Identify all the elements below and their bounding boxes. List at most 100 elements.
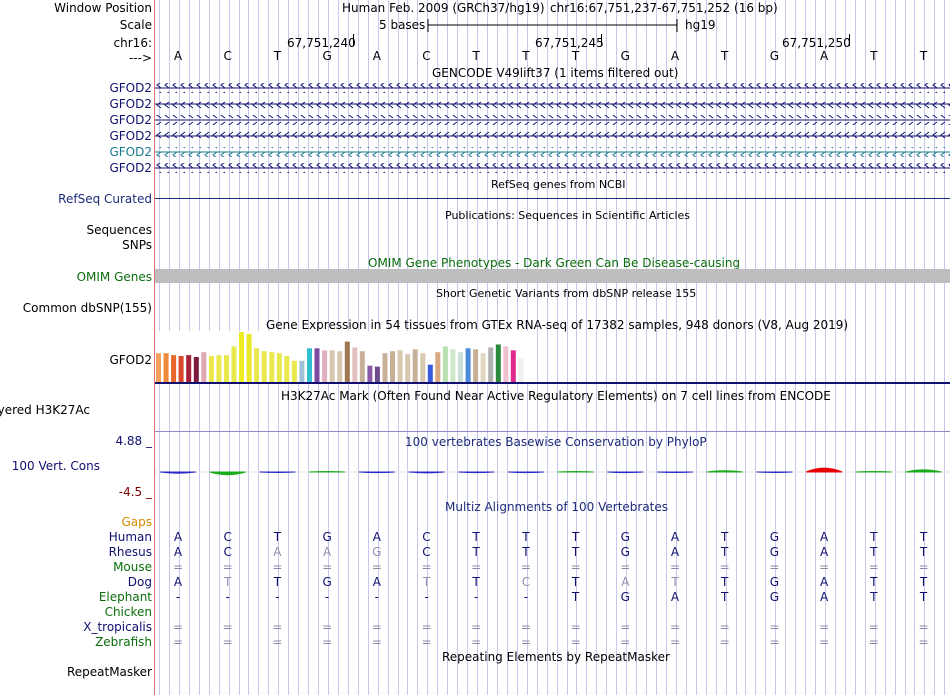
phylop-bar[interactable] (309, 471, 346, 473)
gtex-tissue-bar[interactable] (208, 356, 214, 382)
snps-track-label[interactable]: SNPs (122, 238, 152, 252)
gtex-tissue-bar[interactable] (163, 353, 169, 382)
phylop-bar[interactable] (408, 471, 445, 474)
gtex-tissue-bar[interactable] (435, 352, 441, 382)
gtex-tissue-bar[interactable] (495, 344, 501, 383)
gtex-tissue-bar[interactable] (412, 349, 418, 382)
gtex-tissue-bar[interactable] (239, 332, 244, 382)
gtex-tissue-bar[interactable] (473, 349, 479, 382)
gtex-tissue-bar[interactable] (171, 355, 177, 382)
gtex-tissue-bar[interactable] (405, 354, 411, 382)
phylop-bar[interactable] (458, 471, 495, 474)
gtex-tissue-bar[interactable] (269, 352, 275, 382)
omim-track-title[interactable]: OMIM Gene Phenotypes - Dark Green Can Be… (368, 256, 741, 270)
transcript-line[interactable] (155, 83, 950, 93)
gencode-item-label[interactable]: GFOD2 (109, 129, 152, 143)
gtex-tissue-bar[interactable] (193, 357, 199, 382)
repeatmasker-track-label[interactable]: RepeatMasker (66, 665, 152, 679)
phylop-bar[interactable] (706, 470, 743, 473)
phylop-bar[interactable] (905, 469, 942, 473)
gtex-tissue-bar[interactable] (427, 364, 433, 382)
gencode-item-label[interactable]: GFOD2 (109, 81, 152, 95)
gtex-tissue-bar[interactable] (246, 333, 252, 382)
omim-track-label[interactable]: OMIM Genes (76, 270, 152, 284)
gtex-tissue-bar[interactable] (442, 346, 448, 382)
h3k27ac-track-label[interactable]: Layered H3K27Ac (0, 403, 90, 417)
gencode-item-label[interactable]: GFOD2 (109, 97, 152, 111)
gtex-tissue-bar[interactable] (314, 348, 320, 382)
phylop-bar[interactable] (855, 471, 892, 473)
gtex-tissue-bar[interactable] (359, 351, 365, 382)
gtex-tissue-bar[interactable] (344, 341, 350, 382)
gencode-item-label[interactable]: GFOD2 (109, 145, 152, 159)
gtex-tissue-bar[interactable] (156, 353, 161, 382)
gtex-tissue-bar[interactable] (374, 366, 380, 382)
phylop-bar[interactable] (507, 471, 544, 474)
refseq-track-label[interactable]: RefSeq Curated (58, 192, 152, 206)
transcript-line[interactable] (155, 163, 950, 173)
dbsnp-track-title[interactable]: Short Genetic Variants from dbSNP releas… (436, 287, 697, 300)
gtex-tissue-bar[interactable] (352, 347, 358, 382)
gtex-tissue-bar[interactable] (201, 352, 207, 382)
gtex-tissue-bar[interactable] (510, 350, 516, 382)
phylop-chart[interactable] (155, 445, 950, 505)
gtex-tissue-bar[interactable] (284, 356, 290, 382)
gtex-tissue-bar[interactable] (216, 355, 222, 382)
omim-gene-bar[interactable] (155, 269, 950, 283)
gtex-tissue-bar[interactable] (420, 353, 426, 382)
gtex-tissue-bar[interactable] (458, 352, 463, 382)
phylop-bar[interactable] (656, 471, 694, 473)
gtex-tissue-bar[interactable] (480, 353, 486, 382)
phylop-bar[interactable] (805, 467, 843, 473)
refseq-gene-line[interactable] (155, 198, 950, 199)
gtex-tissue-bar[interactable] (329, 350, 335, 382)
gtex-tissue-bar[interactable] (224, 355, 229, 382)
gtex-tissue-bar[interactable] (322, 350, 328, 382)
gtex-gene-label[interactable]: GFOD2 (109, 353, 152, 367)
transcript-line[interactable] (155, 115, 950, 125)
gtex-tissue-bar[interactable] (299, 360, 305, 382)
gtex-track-title[interactable]: Gene Expression in 54 tissues from GTEx … (266, 318, 849, 332)
track-panel[interactable]: Human Feb. 2009 (GRCh37/hg19) chr16:67,7… (155, 0, 950, 695)
gencode-track-title[interactable]: GENCODE V49lift37 (1 items filtered out) (432, 66, 679, 80)
gtex-tissue-bar[interactable] (261, 351, 267, 382)
gencode-item-label[interactable]: GFOD2 (109, 161, 152, 175)
gtex-tissue-bar[interactable] (254, 348, 260, 382)
gtex-tissue-bar[interactable] (503, 346, 509, 382)
sequences-track-label[interactable]: Sequences (86, 223, 152, 237)
gtex-tissue-bar[interactable] (231, 346, 237, 382)
multiz-track-title[interactable]: Multiz Alignments of 100 Vertebrates (445, 500, 669, 514)
gaps-label[interactable]: Gaps (121, 515, 152, 529)
phylop-track-title[interactable]: 100 vertebrates Basewise Conservation by… (405, 435, 707, 449)
gtex-tissue-bar[interactable] (397, 350, 403, 382)
gtex-tissue-bar[interactable] (291, 360, 297, 382)
transcript-line[interactable] (155, 131, 950, 141)
gtex-tissue-bar[interactable] (276, 353, 282, 382)
gtex-tissue-bar[interactable] (367, 365, 373, 382)
publications-track-title[interactable]: Publications: Sequences in Scientific Ar… (445, 209, 690, 222)
transcript-line[interactable] (155, 99, 950, 109)
phylop-bar[interactable] (259, 471, 296, 473)
phylop-bar[interactable] (756, 471, 793, 473)
h3k27ac-track-title[interactable]: H3K27Ac Mark (Often Found Near Active Re… (281, 389, 831, 403)
gtex-tissue-bar[interactable] (518, 358, 524, 382)
gencode-item-label[interactable]: GFOD2 (109, 113, 152, 127)
gtex-tissue-bar[interactable] (382, 353, 388, 382)
gencode-transcripts[interactable] (155, 80, 950, 176)
gtex-tissue-bar[interactable] (450, 349, 456, 382)
repeatmasker-track-title[interactable]: Repeating Elements by RepeatMasker (442, 650, 670, 664)
gtex-tissue-bar[interactable] (178, 356, 184, 382)
gtex-tissue-bar[interactable] (337, 351, 343, 382)
gtex-tissue-bar[interactable] (488, 347, 494, 382)
phylop-track-label[interactable]: 100 Vert. Cons (11, 459, 100, 473)
refseq-track-title[interactable]: RefSeq genes from NCBI (491, 178, 626, 191)
phylop-bar[interactable] (159, 471, 197, 474)
common-dbsnp-track-label[interactable]: Common dbSNP(155) (22, 301, 152, 315)
gtex-tissue-bar[interactable] (390, 351, 395, 382)
gtex-bar-chart[interactable] (155, 330, 950, 386)
gtex-tissue-bar[interactable] (186, 355, 192, 382)
phylop-bar[interactable] (358, 471, 395, 474)
gtex-tissue-bar[interactable] (307, 348, 312, 382)
phylop-bar[interactable] (209, 471, 246, 476)
